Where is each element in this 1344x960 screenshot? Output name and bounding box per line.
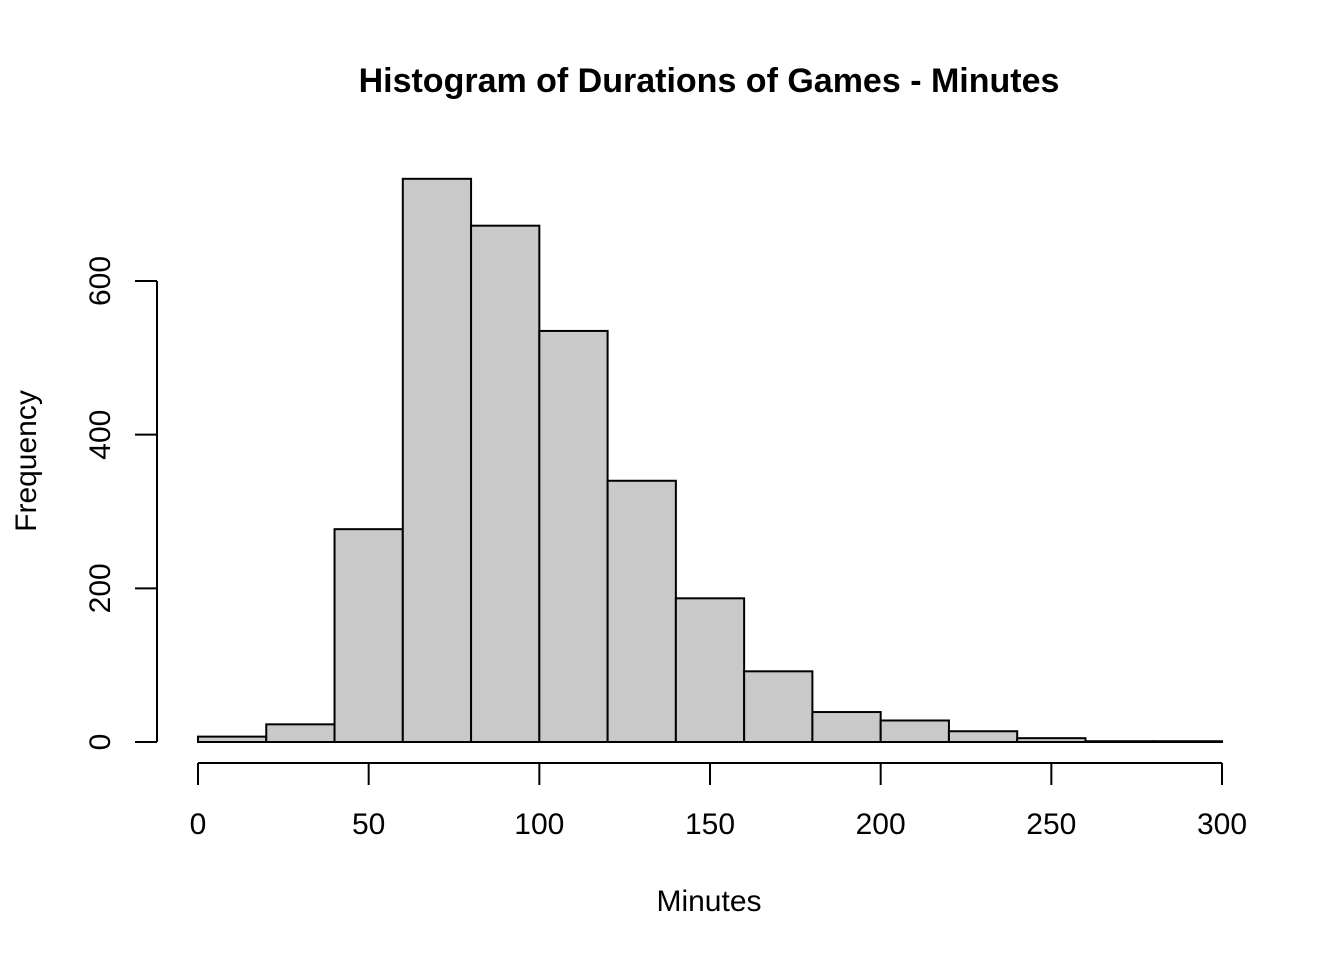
histogram-bar-260-280 — [1084, 740, 1155, 744]
x-tick-label-250: 250 — [1026, 808, 1076, 841]
y-axis: 0 200 400 600 — [84, 256, 158, 751]
y-tick-label-600: 600 — [84, 256, 117, 306]
x-axis: 0 50 100 150 200 250 300 — [190, 762, 1247, 841]
histogram-bar-140-160 — [674, 597, 746, 743]
y-tick-label-200: 200 — [84, 563, 117, 613]
y-axis-label: Frequency — [10, 390, 43, 532]
histogram-bar-280-300 — [1152, 740, 1223, 744]
histogram-bar-40-60 — [333, 528, 404, 744]
histogram-bar-180-200 — [811, 711, 882, 743]
histogram-bar-60-80 — [401, 177, 473, 744]
histogram-bar-120-140 — [606, 479, 677, 743]
histogram-bar-240-260 — [1016, 737, 1087, 743]
x-tick-label-200: 200 — [856, 808, 906, 841]
x-tick-label-0: 0 — [190, 808, 207, 841]
histogram-bar-100-120 — [538, 329, 609, 743]
x-tick-label-100: 100 — [514, 808, 564, 841]
x-tick-label-50: 50 — [352, 808, 385, 841]
histogram-bar-80-100 — [470, 224, 541, 743]
x-tick-label-150: 150 — [685, 808, 735, 841]
bars-group — [197, 177, 1223, 744]
x-tick-label-300: 300 — [1197, 808, 1247, 841]
histogram-bar-20-40 — [265, 723, 336, 743]
histogram-bar-160-180 — [743, 670, 814, 744]
histogram-bar-0-20 — [197, 735, 268, 743]
chart-title: Histogram of Durations of Games - Minute… — [359, 62, 1060, 100]
x-axis-label: Minutes — [656, 885, 761, 918]
y-tick-label-400: 400 — [84, 410, 117, 460]
y-tick-label-0: 0 — [84, 734, 117, 751]
histogram-bar-220-240 — [947, 730, 1019, 744]
histogram-bar-200-220 — [879, 719, 950, 744]
